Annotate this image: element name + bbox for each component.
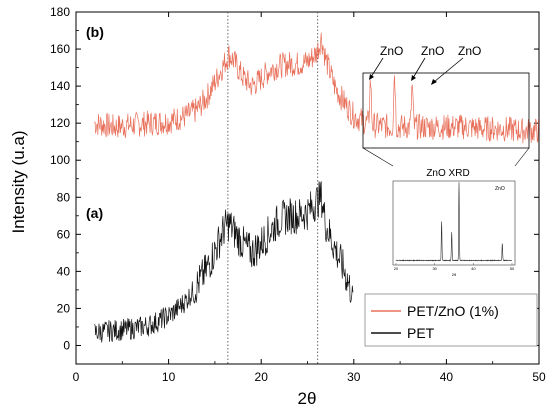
inset-frame	[392, 180, 516, 266]
zoom-connector-right	[514, 147, 530, 167]
series-line-0	[94, 32, 539, 144]
zoom-indicator	[362, 72, 530, 167]
y-tick-label-5: 100	[50, 153, 70, 167]
inset-x-ticks: 20 30 40 50	[394, 263, 515, 271]
panel-label-b: (b)	[86, 24, 104, 40]
series-line-1	[94, 181, 354, 343]
inset-zno-xrd: ZnO XRD ZnO 20 30 40 50 2θ	[392, 168, 516, 277]
y-tick-label-2: 40	[57, 264, 71, 278]
zno-arrow-1	[370, 57, 384, 78]
zoom-connector-left	[362, 147, 394, 167]
inset-x-tick-label-1: 30	[432, 266, 437, 271]
y-tick-label-7: 140	[50, 79, 70, 93]
x-tick-label-2: 20	[255, 370, 269, 384]
x-tick-label-0: 0	[73, 370, 80, 384]
x-tick-label-1: 10	[162, 370, 176, 384]
x-tick-label-3: 30	[347, 370, 361, 384]
y-tick-label-9: 180	[50, 5, 70, 19]
zno-arrowhead-1	[369, 74, 374, 80]
x-tick-label-5: 50	[532, 370, 546, 384]
inset-pattern-line	[395, 182, 512, 262]
zno-annotation-2: ZnO	[421, 44, 444, 58]
zno-arrow-2	[412, 57, 426, 79]
inset-x-tick-label-2: 40	[471, 266, 476, 271]
y-tick-label-1: 20	[57, 301, 71, 315]
inset-x-tick-label-0: 20	[394, 266, 399, 271]
inset-x-title: 2θ	[452, 272, 457, 277]
x-axis-title: 2θ	[298, 389, 317, 408]
y-tick-label-8: 160	[50, 42, 70, 56]
zno-annotation-1: ZnO	[380, 44, 403, 58]
zno-arrow-3	[433, 57, 464, 83]
inset-title: ZnO XRD	[426, 168, 469, 179]
inset-x-tick-label-3: 50	[510, 266, 515, 271]
legend: PET/ZnO (1%) PET	[364, 293, 538, 347]
y-tick-label-3: 60	[57, 227, 71, 241]
y-tick-label-6: 120	[50, 116, 70, 130]
plot-area: 0 20 40 60 80 100 120 140 160 180 0 10 20 30 40 50	[50, 5, 546, 384]
legend-label-pet: PET	[407, 325, 435, 341]
x-tick-label-4: 40	[440, 370, 454, 384]
y-tick-label-4: 80	[57, 190, 71, 204]
zno-annotation-3: ZnO	[458, 44, 481, 58]
y-axis-title: Intensity (u.a)	[9, 131, 28, 234]
zno-arrowhead-2	[411, 75, 416, 81]
zno-annotations: ZnO ZnO ZnO	[369, 44, 481, 85]
legend-box	[364, 293, 538, 347]
y-tick-label-0: 0	[63, 338, 70, 352]
legend-label-pet-zno: PET/ZnO (1%)	[407, 303, 499, 319]
zno-arrowhead-3	[431, 79, 437, 85]
panel-label-a: (a)	[86, 205, 103, 221]
inset-zno-label: ZnO	[495, 186, 505, 192]
zoom-box	[362, 72, 530, 149]
